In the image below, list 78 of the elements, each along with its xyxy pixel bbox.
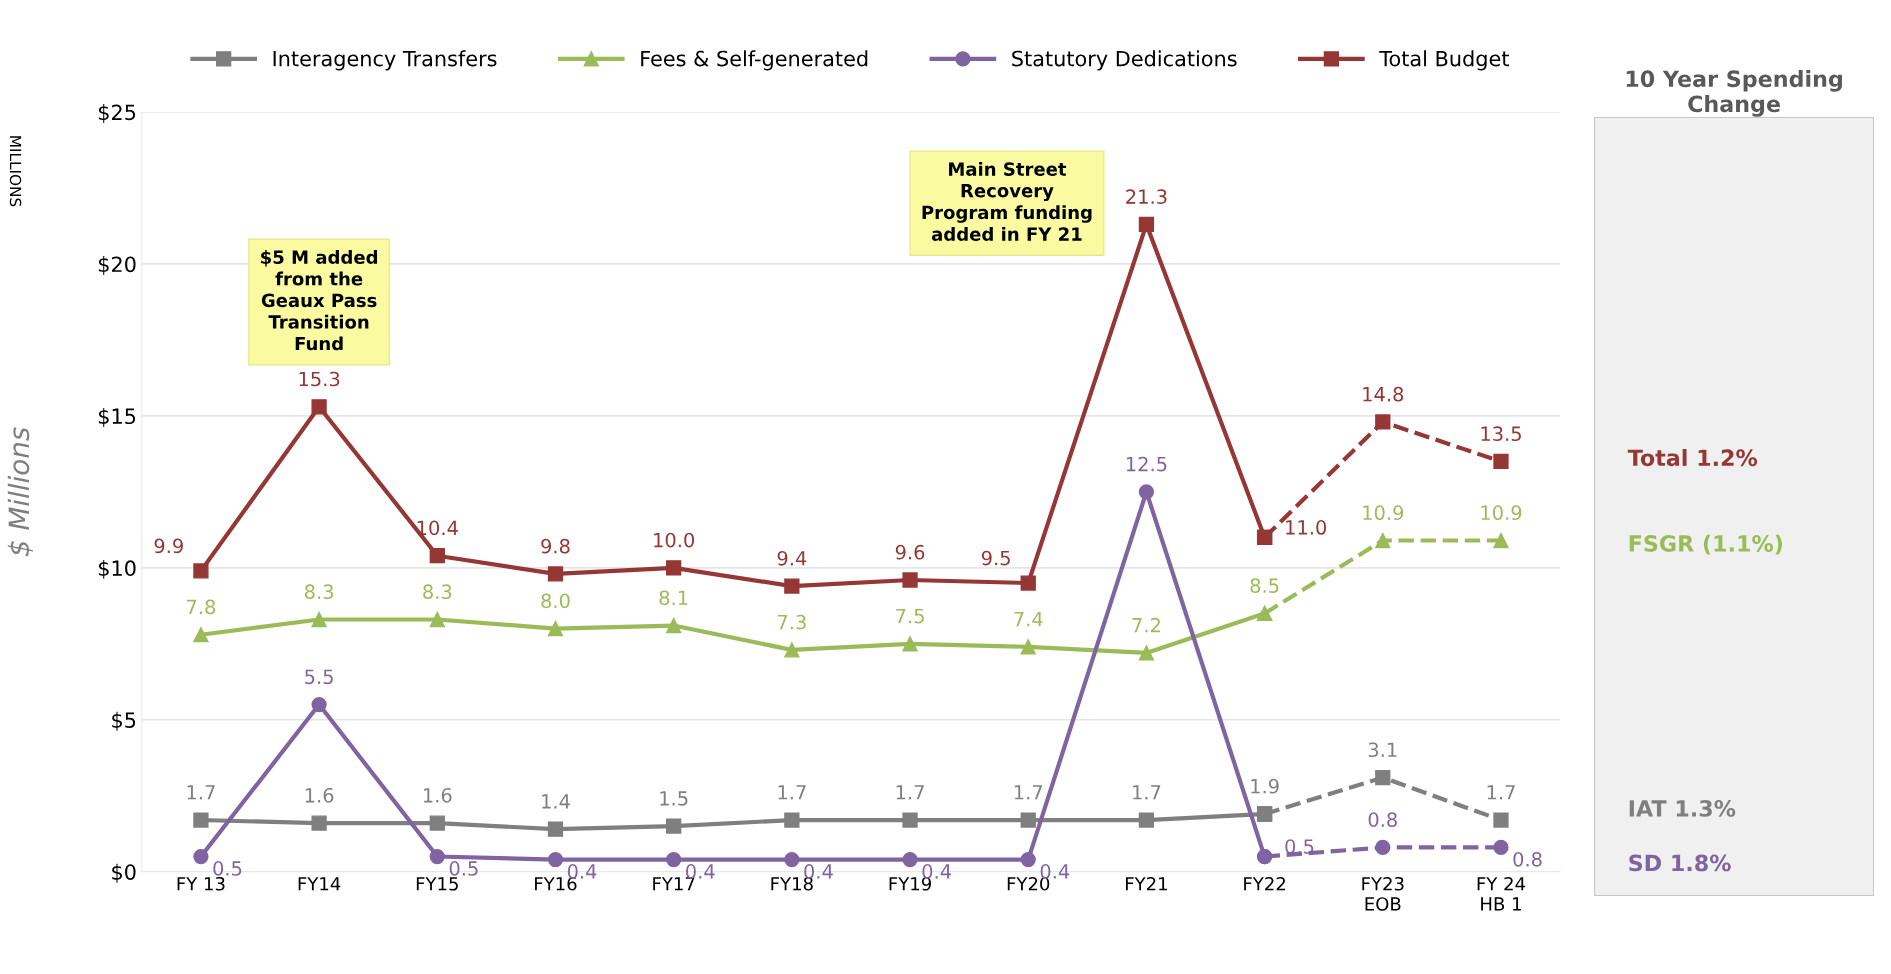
data-label: 1.7 bbox=[896, 785, 924, 800]
data-label: 0.5 bbox=[213, 861, 242, 876]
legend-label: Interagency Transfers bbox=[273, 50, 497, 71]
data-label: 7.2 bbox=[1132, 617, 1160, 633]
data-label: 15.3 bbox=[299, 371, 340, 387]
annotation: $5 M added from the Geaux Pass Transition Fund bbox=[261, 250, 378, 351]
category-label: FSGR (1.1%) bbox=[1629, 534, 1782, 555]
data-label: 7.4 bbox=[1014, 611, 1043, 627]
data-label: 14.8 bbox=[1363, 386, 1404, 402]
y-tick-label: $0 bbox=[112, 863, 136, 883]
data-label: 7.3 bbox=[777, 614, 806, 630]
data-label: 1.7 bbox=[1487, 785, 1515, 800]
data-label: 3.1 bbox=[1368, 742, 1397, 758]
data-label: 13.5 bbox=[1481, 426, 1521, 442]
data-label: 10.4 bbox=[417, 520, 458, 536]
y-tick-label: $25 bbox=[98, 104, 136, 123]
y-tick-label: $10 bbox=[98, 559, 136, 579]
data-label: 9.8 bbox=[541, 538, 570, 554]
text: MILLIONS bbox=[9, 136, 22, 207]
legend-label: Statutory Dedications bbox=[1012, 50, 1237, 71]
data-label: 5.5 bbox=[305, 669, 333, 685]
data-label: 1.4 bbox=[542, 794, 570, 809]
annotation: Main Street Recovery Program funding added in FY 21 bbox=[922, 161, 1092, 241]
data-label: 1.7 bbox=[1133, 785, 1161, 800]
x-tick-label: FY14 bbox=[298, 877, 341, 891]
x-tick-label: FY16 bbox=[535, 876, 577, 891]
x-tick-label: FY15 bbox=[416, 877, 458, 891]
data-label: 9.4 bbox=[777, 550, 807, 566]
category-label: SD 1.8% bbox=[1629, 854, 1731, 872]
data-label: 8.3 bbox=[304, 584, 334, 600]
data-label: 0.4 bbox=[567, 864, 597, 879]
data-label: 11.0 bbox=[1286, 520, 1327, 535]
y-axis-title: $ Millions bbox=[7, 427, 34, 557]
category-label: IAT 1.3% bbox=[1629, 800, 1736, 817]
legend-label: Total Budget bbox=[1379, 50, 1509, 71]
y-tick-label: $15 bbox=[98, 407, 136, 427]
x-tick-label: FY 13 bbox=[177, 876, 225, 891]
y-tick-label: $20 bbox=[98, 256, 136, 275]
data-label: 21.3 bbox=[1126, 189, 1167, 205]
data-label: 0.4 bbox=[1040, 864, 1070, 879]
data-label: 0.5 bbox=[449, 861, 478, 876]
data-label: 10.9 bbox=[1481, 505, 1522, 521]
category-label: Total 1.2% bbox=[1627, 448, 1758, 467]
data-label: 1.7 bbox=[1014, 785, 1043, 800]
data-label: 9.9 bbox=[154, 538, 183, 554]
data-label: 8.1 bbox=[659, 590, 688, 606]
data-label: 1.5 bbox=[660, 791, 688, 806]
data-label: 8.0 bbox=[541, 593, 570, 609]
data-label: 1.7 bbox=[187, 785, 215, 800]
x-tick-label: FY23 EOB bbox=[1362, 876, 1404, 911]
y-tick-label: $5 bbox=[112, 711, 136, 731]
data-label: 8.3 bbox=[423, 584, 452, 600]
data-label: 0.8 bbox=[1368, 812, 1397, 827]
data-label: 7.8 bbox=[187, 599, 216, 615]
x-tick-label: FY 24 HB 1 bbox=[1477, 876, 1526, 911]
data-label: 0.4 bbox=[804, 864, 833, 879]
data-label: 7.5 bbox=[896, 608, 924, 624]
x-tick-label: FY19 bbox=[889, 876, 931, 891]
data-label: 9.5 bbox=[981, 550, 1010, 566]
data-label: 12.5 bbox=[1126, 456, 1167, 472]
legend-label: Fees & Self-generated bbox=[641, 50, 868, 71]
data-label: 10.0 bbox=[654, 532, 695, 548]
x-tick-label: FY17 bbox=[653, 877, 695, 891]
data-label: 0.4 bbox=[922, 864, 951, 879]
data-label: 9.6 bbox=[895, 544, 925, 560]
x-tick-label: FY18 bbox=[771, 876, 813, 891]
data-label: 1.6 bbox=[423, 787, 452, 803]
data-label: 10.9 bbox=[1363, 505, 1404, 521]
text: 10 Year Spending Change bbox=[1626, 69, 1842, 117]
x-tick-label: FY21 bbox=[1126, 876, 1167, 891]
data-label: 1.9 bbox=[1251, 778, 1279, 794]
data-label: 1.7 bbox=[778, 785, 806, 800]
data-label: 0.8 bbox=[1513, 851, 1542, 867]
data-label: 0.4 bbox=[686, 864, 715, 879]
x-tick-label: FY22 bbox=[1244, 876, 1285, 891]
x-tick-label: FY20 bbox=[1007, 876, 1050, 891]
data-label: 1.6 bbox=[305, 787, 334, 803]
data-label: 8.5 bbox=[1250, 578, 1279, 593]
